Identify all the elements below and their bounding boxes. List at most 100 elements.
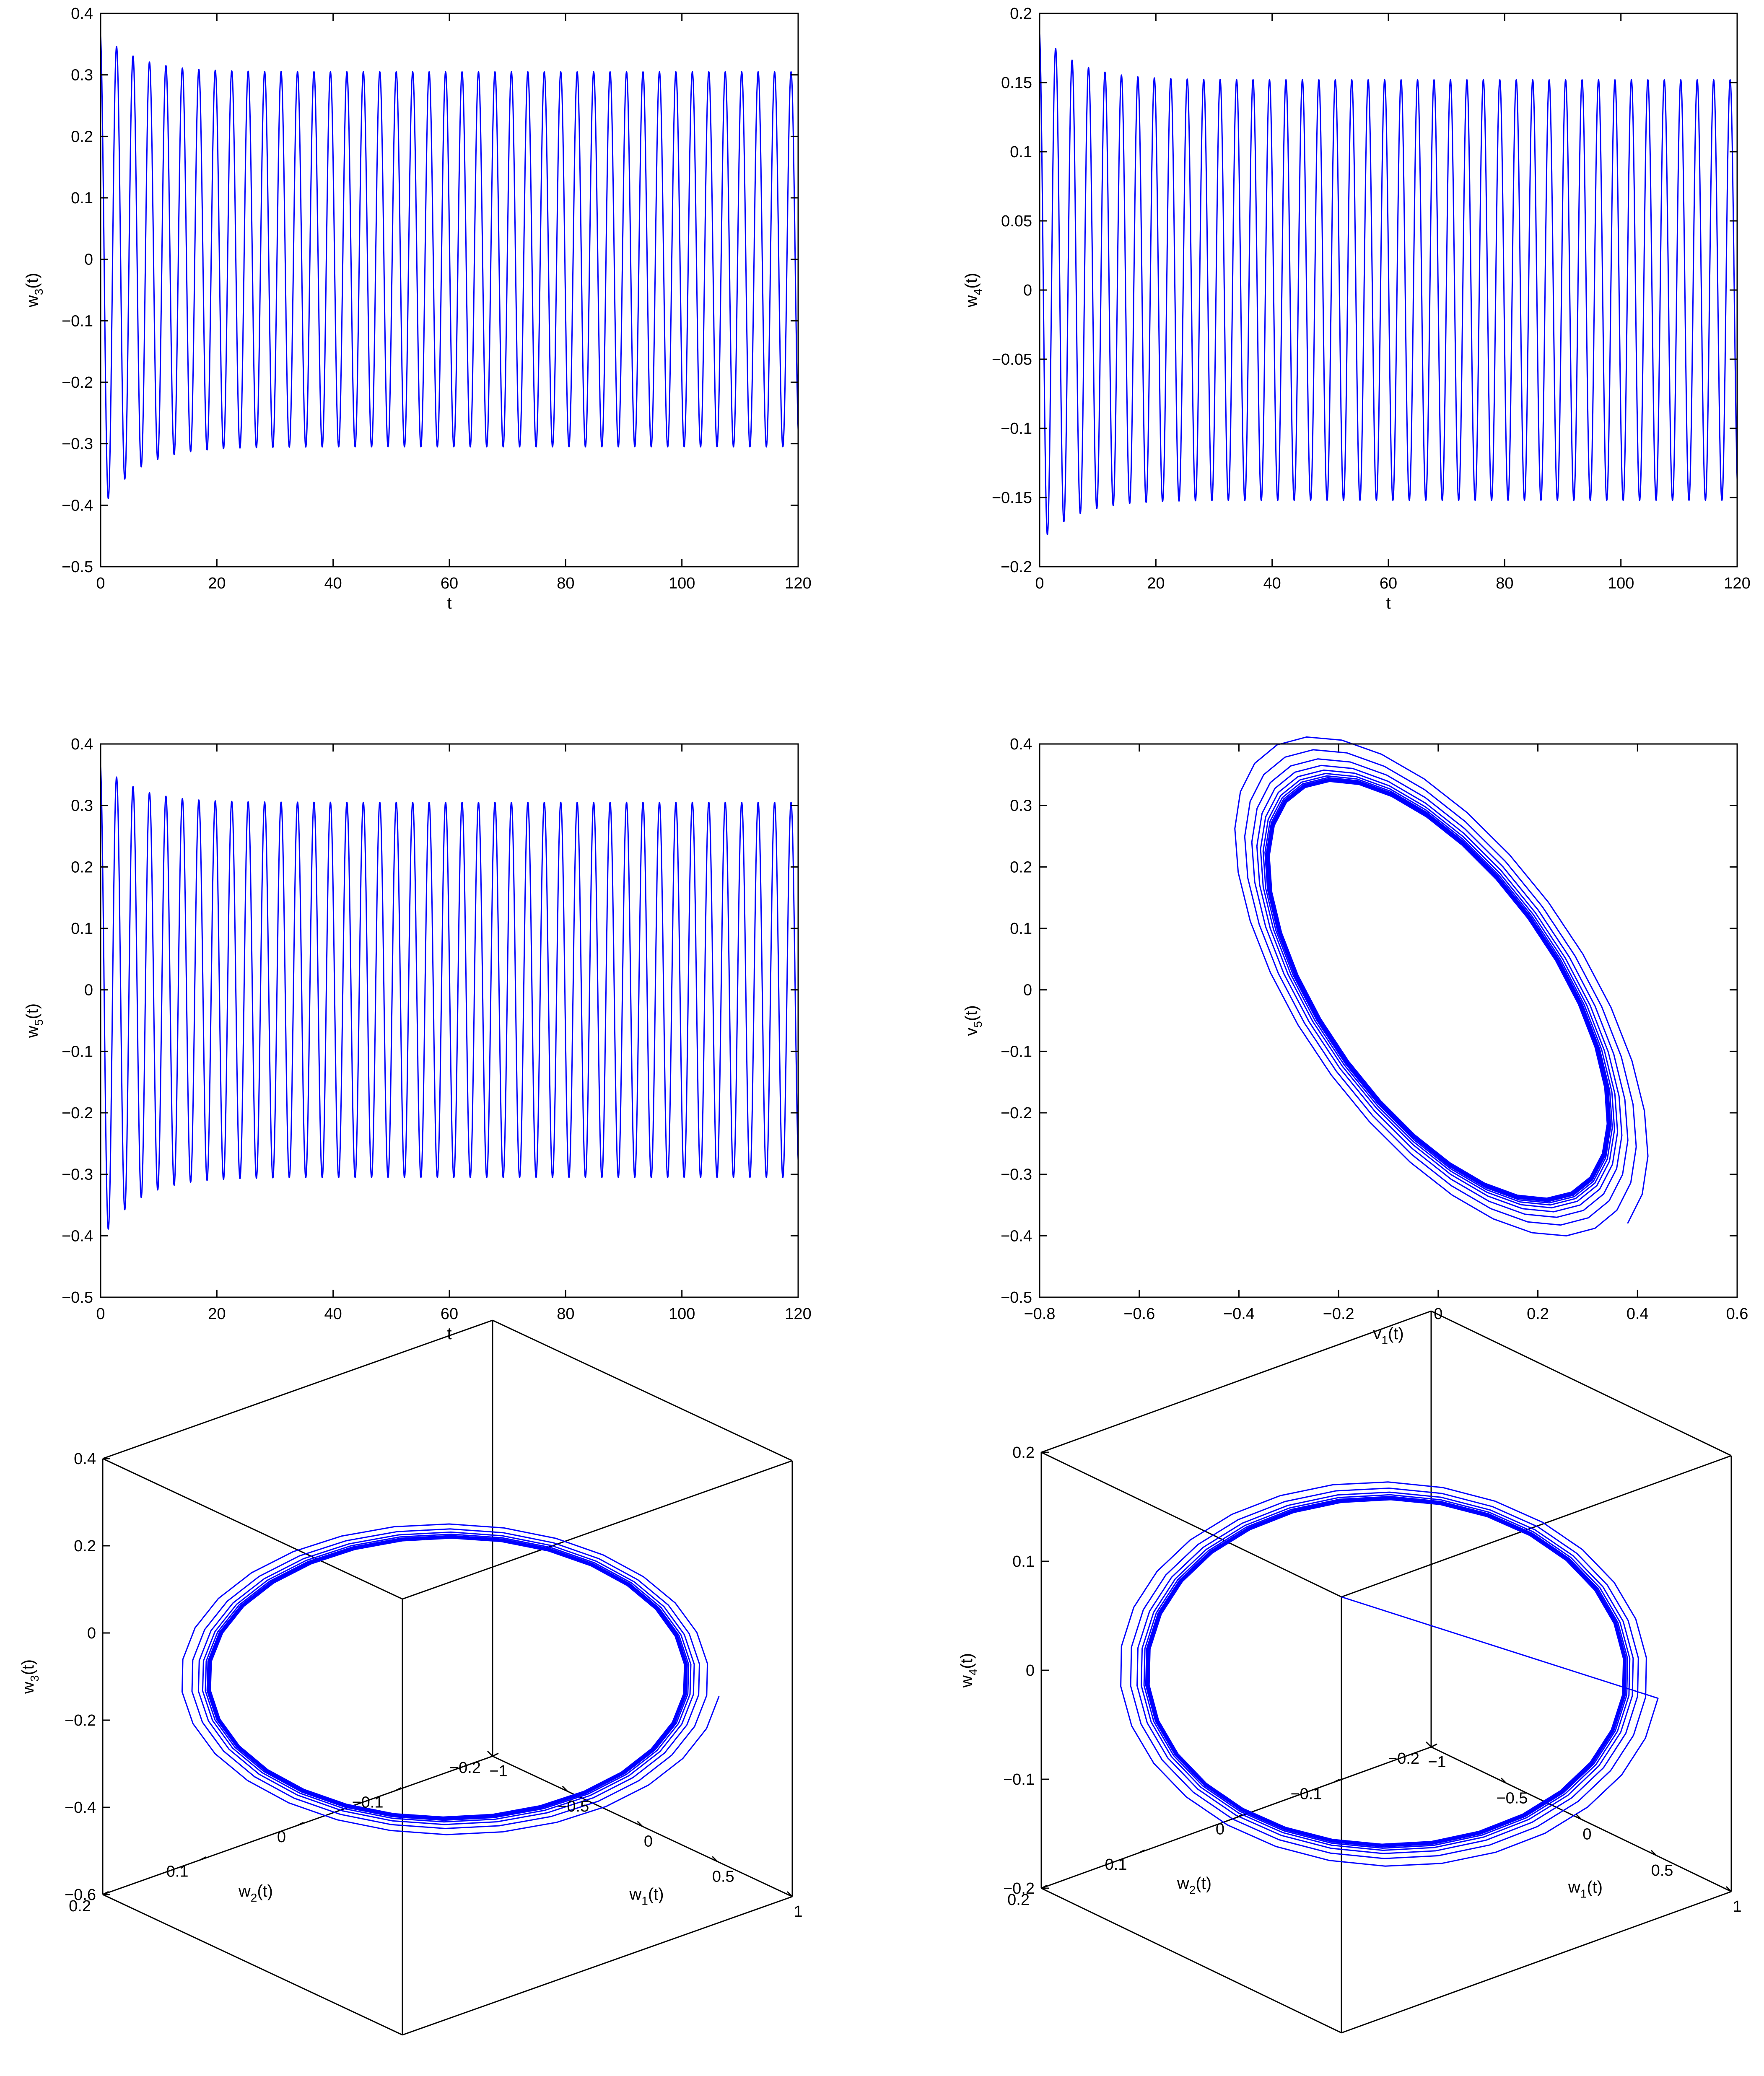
y-tick-label: −0.2 xyxy=(1001,558,1032,576)
x-axis-label: w1(t) xyxy=(629,1885,664,1908)
plot-v5-vs-v1: −0.8 −0.6 −0.4 −0.2 0 0.2 0.4 0.6 −0.5 −0.4 −0.3 −0… xyxy=(962,736,1748,1347)
x-axis-label: v1(t) xyxy=(1373,1324,1403,1347)
x-tick-label: 60 xyxy=(441,575,458,592)
x-tick-label: 60 xyxy=(1380,575,1397,592)
x-axis-label-subscript: 1 xyxy=(1381,1334,1388,1347)
z-axis-label: w4(t) xyxy=(957,1653,980,1688)
y-tick-label: 0 xyxy=(1216,1821,1224,1838)
plot-frame xyxy=(1039,743,1738,1298)
y-tick-label: −0.5 xyxy=(62,558,93,576)
y-tick xyxy=(394,1787,402,1791)
y-axis-label-subscript: 2 xyxy=(1189,1884,1196,1897)
y-tick-label: −0.5 xyxy=(62,1289,93,1306)
series-line xyxy=(1039,33,1738,535)
y-tick-label: 0 xyxy=(84,251,93,269)
box-edge xyxy=(102,1458,403,1600)
y-tick-label: 0.1 xyxy=(1010,920,1032,938)
x-tick-label: 20 xyxy=(1147,575,1165,592)
y-tick-label: 0.1 xyxy=(71,189,93,207)
y-tick-label: 0.2 xyxy=(1010,858,1032,876)
y-tick xyxy=(492,1752,499,1757)
box-edge xyxy=(1341,1891,1732,2034)
y-tick xyxy=(1333,1778,1340,1783)
x-tick xyxy=(562,1786,568,1792)
z-axis-label: w3(t) xyxy=(19,1659,41,1694)
x-axis-label-suffix: (t) xyxy=(648,1885,664,1904)
y-axis-label: w4(t) xyxy=(962,273,984,308)
x-tick-label: −0.4 xyxy=(1223,1305,1255,1323)
trajectory-line xyxy=(1120,1481,1659,1867)
x-tick xyxy=(1425,1741,1432,1748)
y-tick-label: 0.2 xyxy=(1007,1891,1030,1909)
y-tick xyxy=(297,1822,304,1826)
y-axis-label-suffix: (t) xyxy=(962,1005,981,1021)
y-axis-label-suffix: (t) xyxy=(23,1003,42,1019)
y-tick-label: 0.1 xyxy=(1010,143,1032,161)
z-tick-label: 0.4 xyxy=(74,1450,96,1468)
y-axis-label-suffix: (t) xyxy=(962,273,981,289)
y-axis-label-text: w xyxy=(962,295,981,308)
x-tick-label: 80 xyxy=(557,575,574,592)
y-axis-label-subscript: 5 xyxy=(32,1019,45,1026)
y-tick-label: 0 xyxy=(84,982,93,999)
y-tick-label: −0.1 xyxy=(1290,1785,1322,1803)
y-tick xyxy=(1236,1814,1243,1818)
x-axis-label-text: t xyxy=(1386,594,1390,612)
plot-3d-w1-w2-w3: −0.6 −0.4 −0.2 0 0.2 0.4 −0.2 −0.1 0 0.1 0.2 −1 −0.5… xyxy=(19,1319,803,2036)
x-axis-label-text: v xyxy=(1373,1324,1381,1343)
z-axis-label-suffix: (t) xyxy=(19,1659,37,1675)
x-tick-label: −0.8 xyxy=(1024,1305,1055,1323)
series-line xyxy=(100,766,799,1230)
x-tick-label: 60 xyxy=(441,1305,458,1323)
x-axis-label-subscript: 1 xyxy=(641,1895,648,1908)
series-line xyxy=(1234,736,1649,1236)
x-tick-label: 0.5 xyxy=(1651,1862,1673,1879)
box-edge xyxy=(492,1319,793,1462)
y-tick-label: −0.1 xyxy=(1001,1043,1032,1060)
box-edge xyxy=(1041,1451,1342,1598)
x-tick-label: 100 xyxy=(669,1305,695,1323)
y-tick-label: 0.3 xyxy=(71,67,93,84)
y-tick-label: −0.4 xyxy=(62,1227,93,1245)
y-axis-label: w2(t) xyxy=(238,1882,273,1904)
x-axis-label-text: w xyxy=(629,1885,641,1904)
y-tick-label: −0.1 xyxy=(352,1794,383,1812)
z-tick-label: 0.2 xyxy=(1012,1444,1035,1462)
y-tick-label: −0.2 xyxy=(1388,1750,1419,1768)
y-tick-label: 0.4 xyxy=(71,5,93,23)
z-tick-label: 0 xyxy=(1026,1662,1035,1679)
x-tick-label: 120 xyxy=(785,1305,811,1323)
x-tick-label: 100 xyxy=(1608,575,1634,592)
z-axis-label-text: w xyxy=(19,1682,37,1694)
box-edge xyxy=(402,1460,793,1600)
y-tick-label: 0.2 xyxy=(71,128,93,145)
y-tick-label: −0.2 xyxy=(1001,1104,1032,1122)
y-tick-label: −0.4 xyxy=(1001,1227,1032,1245)
x-axis-label: t xyxy=(1386,594,1390,612)
z-tick-label: −0.2 xyxy=(65,1712,96,1729)
x-tick-label: 40 xyxy=(324,1305,342,1323)
y-tick-label: 0 xyxy=(277,1828,286,1846)
x-tick xyxy=(487,1750,493,1757)
x-tick-label: 0 xyxy=(96,1305,105,1323)
y-tick xyxy=(1431,1743,1437,1748)
y-tick-label: 0.3 xyxy=(1010,797,1032,815)
box-edge xyxy=(1431,1310,1732,1457)
z-axis-label-suffix: (t) xyxy=(957,1653,976,1669)
x-tick xyxy=(712,1856,718,1862)
x-tick xyxy=(1575,1814,1582,1820)
z-axis-label-text: w xyxy=(957,1675,976,1688)
x-tick xyxy=(1650,1850,1657,1856)
x-tick-label: 0.5 xyxy=(712,1868,734,1885)
y-tick-label: −0.1 xyxy=(62,1043,93,1060)
y-tick-label: −0.3 xyxy=(62,435,93,453)
y-tick xyxy=(102,1891,109,1895)
y-tick-label: −0.2 xyxy=(62,1104,93,1122)
box-edge xyxy=(102,1319,493,1459)
y-tick-label: −0.15 xyxy=(992,489,1032,507)
box-edge xyxy=(1041,1887,1342,2034)
x-axis-label: t xyxy=(447,594,451,612)
x-axis-label: w1(t) xyxy=(1568,1878,1603,1900)
x-axis-label-text: w xyxy=(1568,1878,1580,1897)
x-tick-label: 0 xyxy=(1035,575,1044,592)
